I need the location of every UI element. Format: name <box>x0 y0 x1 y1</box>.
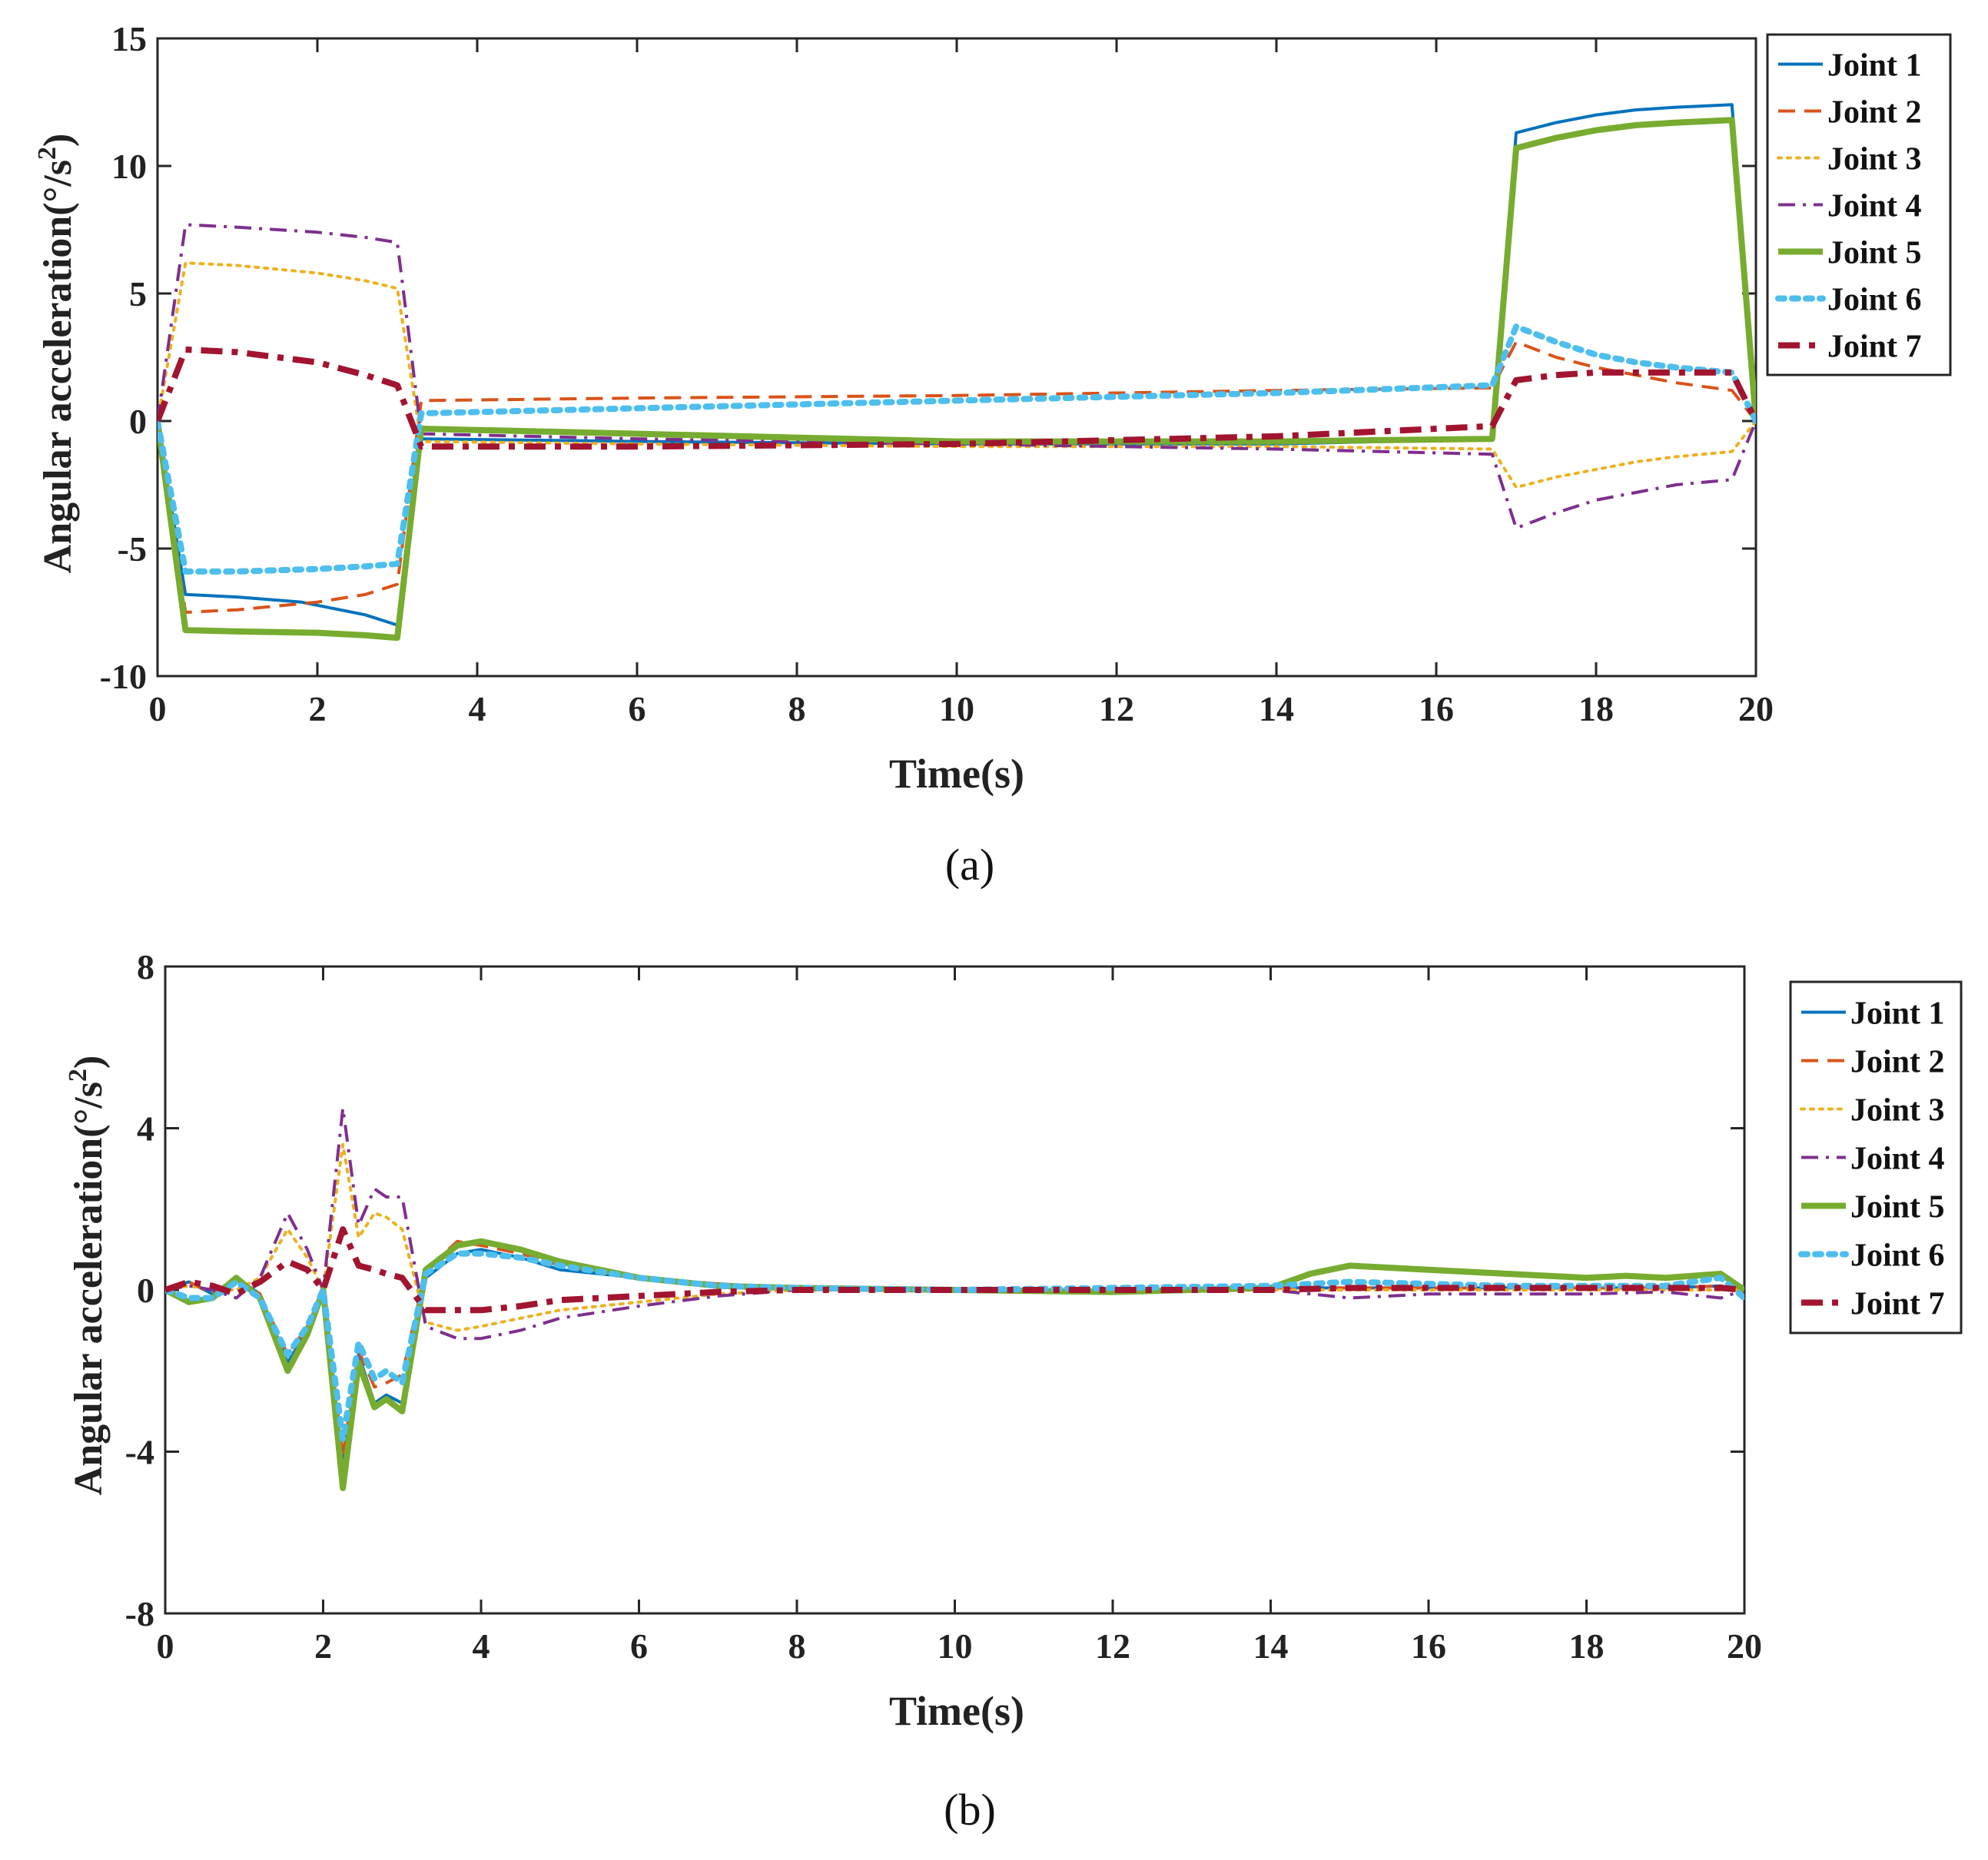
series-group <box>158 103 1756 642</box>
x-tick-label: 18 <box>1569 1626 1605 1666</box>
x-tick-label: 12 <box>1099 689 1134 728</box>
y-tick-label: 0 <box>137 1271 154 1310</box>
x-tick-label: 14 <box>1253 1626 1289 1666</box>
legend-label: Joint 1 <box>1850 996 1945 1032</box>
panel-b-ylabel: Angular acceleration(°/s2) <box>64 1056 111 1496</box>
x-tick-label: 8 <box>788 1626 806 1666</box>
y-tick-label: 4 <box>137 1109 154 1149</box>
legend-box <box>1766 33 1952 376</box>
series-group <box>165 1106 1744 1491</box>
series-line-joint-2 <box>165 1239 1744 1457</box>
series-line-joint-2 <box>158 340 1756 614</box>
series-line-joint-3 <box>165 1142 1744 1332</box>
series-line-joint-7 <box>158 346 1756 450</box>
legend-label: Joint 7 <box>1827 330 1922 365</box>
legend-label: Joint 3 <box>1827 142 1922 177</box>
series-line-joint-7 <box>165 1226 1744 1314</box>
legend-label: Joint 5 <box>1850 1190 1945 1225</box>
x-tick-label: 10 <box>939 689 974 728</box>
legend-b: Joint 1 Joint 2 Joint 3 Joint 4 Joint 5 Joint… <box>1789 980 1963 1334</box>
y-tick-label: 15 <box>111 19 147 58</box>
y-tick-label: -8 <box>125 1594 154 1633</box>
panel-a-xlabel: Time(s) <box>889 751 1024 797</box>
x-tick-label: 6 <box>630 1626 648 1666</box>
panel-a: 0 2 4 6 8 10 12 14 16 18 20 -10 -5 0 5 10 15 Time(s) Ang… <box>33 19 1952 890</box>
panel-a-ylabel: Angular acceleration(°/s2) <box>33 134 80 574</box>
panel-a-caption: (a) <box>945 840 994 890</box>
series-line-joint-6 <box>165 1250 1744 1443</box>
legend-label: Joint 7 <box>1850 1287 1945 1322</box>
legend-label: Joint 6 <box>1850 1238 1945 1274</box>
legend-label: Joint 1 <box>1827 48 1922 84</box>
y-tick-label: 0 <box>129 402 147 441</box>
legend-box <box>1789 980 1963 1334</box>
x-tick-label: 16 <box>1419 689 1454 728</box>
x-tick-label: 12 <box>1095 1626 1130 1666</box>
x-tick-label: 4 <box>469 689 486 728</box>
legend-a: Joint 1 Joint 2 Joint 3 Joint 4 Joint 5 Joint… <box>1766 33 1952 376</box>
x-tick-label: 2 <box>314 1626 332 1666</box>
x-tick-label: 16 <box>1411 1626 1446 1666</box>
legend-label: Joint 3 <box>1850 1093 1945 1129</box>
series-line-joint-5 <box>165 1238 1744 1491</box>
x-tick-label: 2 <box>309 689 327 728</box>
x-tick-label: 6 <box>629 689 646 728</box>
x-tick-label: 0 <box>157 1626 174 1666</box>
series-line-joint-4 <box>165 1106 1744 1341</box>
x-tick-label: 14 <box>1259 689 1294 728</box>
plot-area-a: 0 2 4 6 8 10 12 14 16 18 20 -10 -5 0 5 10 15 <box>100 19 1774 728</box>
legend-label: Joint 4 <box>1850 1142 1945 1177</box>
x-tick-label: 4 <box>473 1626 490 1666</box>
y-tick-label: 5 <box>129 274 147 313</box>
y-tick-label: 10 <box>111 147 147 186</box>
legend-label: Joint 2 <box>1827 95 1922 131</box>
series-line-joint-4 <box>158 223 1756 530</box>
series-line-joint-6 <box>158 323 1756 575</box>
legend-label: Joint 6 <box>1827 283 1922 318</box>
x-tick-label: 20 <box>1727 1626 1762 1666</box>
panel-b-xlabel: Time(s) <box>889 1688 1024 1734</box>
y-tick-label: -10 <box>100 657 147 696</box>
plot-area-b: 0 2 4 6 8 10 12 14 16 18 20 -8 -4 0 4 8 <box>125 947 1762 1666</box>
y-tick-label: 8 <box>137 947 154 986</box>
x-tick-label: 8 <box>788 689 806 728</box>
legend-label: Joint 5 <box>1827 236 1922 271</box>
y-tick-label: -5 <box>118 529 147 569</box>
x-tick-label: 10 <box>938 1626 973 1666</box>
legend-label: Joint 2 <box>1850 1045 1945 1080</box>
series-line-joint-3 <box>158 261 1756 489</box>
y-tick-label: -4 <box>125 1433 154 1472</box>
legend-label: Joint 4 <box>1827 189 1922 224</box>
x-tick-label: 20 <box>1738 689 1774 728</box>
panel-b-caption: (b) <box>944 1785 996 1835</box>
panel-b: 0 2 4 6 8 10 12 14 16 18 20 -8 -4 0 4 8 Time(s) Angular… <box>64 947 1963 1835</box>
x-tick-label: 18 <box>1578 689 1614 728</box>
series-line-joint-5 <box>158 117 1756 642</box>
x-tick-label: 0 <box>149 689 167 728</box>
